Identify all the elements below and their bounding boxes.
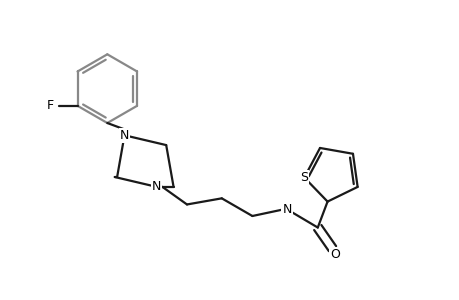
Text: N: N <box>151 180 161 193</box>
Text: N: N <box>282 203 291 216</box>
Text: F: F <box>47 99 54 112</box>
Text: N: N <box>119 129 129 142</box>
Text: S: S <box>300 171 308 184</box>
Text: O: O <box>329 248 339 261</box>
